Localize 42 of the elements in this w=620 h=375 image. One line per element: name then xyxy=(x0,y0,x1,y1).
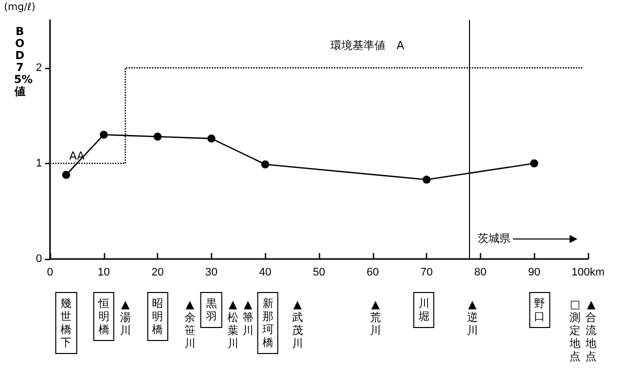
text: ▲逆川 xyxy=(466,298,478,337)
text: 昭明橋 xyxy=(146,292,168,341)
x-tick-label: 0 xyxy=(46,266,54,278)
text: 幾世橋下 xyxy=(55,292,77,354)
text: □測定地点 xyxy=(569,298,581,363)
text: ▲松葉川 xyxy=(227,298,239,350)
x-tick-label: 30 xyxy=(205,266,218,278)
x-tick-label: 20 xyxy=(151,266,164,278)
text: ▲湯川 xyxy=(120,298,132,337)
text: ▲余笹川 xyxy=(184,298,196,350)
y-tick-label: 0 xyxy=(36,253,42,265)
text: (mg/ℓ) xyxy=(4,2,36,14)
text: 川堀 xyxy=(413,292,435,328)
point xyxy=(422,176,431,184)
text: ▲武茂川 xyxy=(292,298,304,350)
point xyxy=(154,132,162,141)
text: ▲合流地点 xyxy=(585,298,597,363)
text: 新那珂橋 xyxy=(257,292,279,354)
y-tick-label: 2 xyxy=(36,62,42,74)
point xyxy=(100,130,108,139)
point xyxy=(62,170,70,179)
text: ▲箒川 xyxy=(242,298,254,337)
x-tick-label: 40 xyxy=(259,266,272,278)
y-axis-title: BOD75%値 xyxy=(14,25,33,98)
x-tick-label: 100km xyxy=(571,266,605,278)
annotation: 環境基準値 A xyxy=(330,39,404,53)
x-tick-label: 10 xyxy=(98,266,110,278)
text: 黒羽 xyxy=(200,292,222,328)
x-tick-label: 50 xyxy=(312,266,326,278)
x-tick-label: 80 xyxy=(474,266,487,278)
annotation: AA xyxy=(69,149,85,164)
x-tick-label: 70 xyxy=(420,266,433,278)
text: 恒明橋 xyxy=(93,292,115,341)
x-tick-label: 60 xyxy=(366,266,379,278)
text: 野口 xyxy=(528,292,550,328)
point xyxy=(261,160,270,168)
text: ▲荒川 xyxy=(370,298,382,337)
point xyxy=(207,134,216,143)
ref-line-label: 茨城県 xyxy=(478,232,511,246)
point xyxy=(530,159,538,168)
x-tick-label: 90 xyxy=(528,266,540,278)
y-tick-label: 1 xyxy=(36,157,42,170)
